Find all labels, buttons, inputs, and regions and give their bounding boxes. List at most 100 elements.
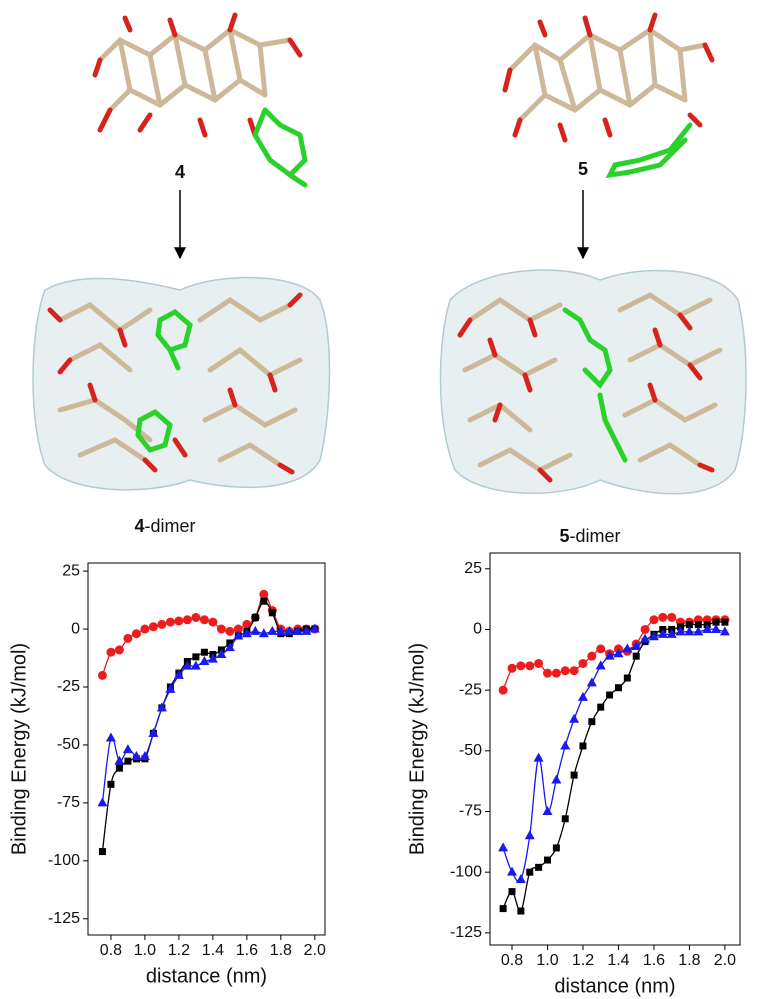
point xyxy=(182,615,192,625)
point xyxy=(586,677,597,687)
chart: -125 -100 -75 -50 -25 0 25 0.8 1.0 1.2 1.4 1.6 1.8 2.… xyxy=(406,552,741,997)
y-tick-label: -25 xyxy=(57,678,80,695)
point xyxy=(292,625,303,635)
point xyxy=(284,625,295,635)
y-tick-label: 0 xyxy=(71,620,80,637)
point xyxy=(268,609,276,617)
point xyxy=(623,674,631,682)
point xyxy=(191,612,201,622)
point xyxy=(499,905,507,913)
point xyxy=(525,661,535,671)
point xyxy=(631,640,642,650)
point xyxy=(595,660,606,670)
x-tick-label: 1.2 xyxy=(572,952,594,969)
point xyxy=(587,651,597,661)
x-tick-label: 1.8 xyxy=(678,952,700,969)
point xyxy=(534,658,544,668)
point xyxy=(250,625,261,635)
point xyxy=(260,597,268,605)
y-tick-label: 25 xyxy=(62,562,80,579)
point xyxy=(524,830,535,840)
x-tick-label: 1.2 xyxy=(168,942,190,959)
point xyxy=(640,624,650,634)
point xyxy=(533,752,544,762)
x-tick-label: 1.6 xyxy=(236,942,258,959)
molecule-label: 5 xyxy=(578,159,588,179)
point xyxy=(207,653,218,663)
y-axis-label: Binding Energy (kJ/mol) xyxy=(406,643,428,855)
series-line xyxy=(101,600,315,852)
point xyxy=(224,642,235,652)
point xyxy=(131,629,141,639)
point xyxy=(640,633,651,643)
x-axis-label: distance (nm) xyxy=(554,975,675,997)
dimer-label: 4-dimer xyxy=(134,516,195,536)
point xyxy=(173,669,184,679)
dimer-4 xyxy=(32,276,331,491)
point xyxy=(97,670,107,680)
point xyxy=(666,628,677,638)
point xyxy=(157,619,167,629)
point xyxy=(106,647,116,657)
chart: -125 -100 -75 -50 -25 0 25 0.8 1.0 1.2 1.4 1.6 1.8 2.… xyxy=(8,562,326,987)
point xyxy=(577,691,588,701)
point xyxy=(684,626,695,636)
point xyxy=(131,751,142,761)
point xyxy=(148,727,159,737)
point xyxy=(98,848,106,856)
point xyxy=(216,649,227,659)
x-tick-label: 0.8 xyxy=(501,952,523,969)
x-tick-label: 0.8 xyxy=(100,942,122,959)
x-tick-label: 1.4 xyxy=(202,942,224,959)
point xyxy=(702,623,713,633)
point xyxy=(658,612,668,622)
point xyxy=(216,624,226,634)
point xyxy=(579,742,587,750)
x-tick-label: 1.4 xyxy=(607,952,629,969)
point xyxy=(309,623,320,633)
point xyxy=(139,751,150,761)
point xyxy=(561,815,569,823)
point xyxy=(259,589,269,599)
point xyxy=(498,685,508,695)
x-axis-label: distance (nm) xyxy=(146,965,267,987)
point xyxy=(712,618,720,626)
x-tick-label: 1.6 xyxy=(643,952,665,969)
point xyxy=(114,755,125,765)
dimer-label-bold: 5 xyxy=(559,526,569,546)
dimer-label-text: -dimer xyxy=(145,516,196,536)
point xyxy=(233,630,244,640)
point xyxy=(208,617,218,627)
point xyxy=(542,668,552,678)
x-tick-label: 2.0 xyxy=(304,942,326,959)
point xyxy=(105,732,116,742)
y-tick-label: -50 xyxy=(459,742,482,759)
point xyxy=(498,842,509,852)
point xyxy=(552,844,560,852)
point xyxy=(648,631,659,641)
point xyxy=(267,625,278,635)
point xyxy=(516,661,526,671)
y-axis-label: Binding Energy (kJ/mol) xyxy=(8,643,30,855)
point xyxy=(515,873,526,883)
point xyxy=(596,644,606,654)
point xyxy=(597,703,605,711)
point xyxy=(721,618,729,626)
point xyxy=(570,771,578,779)
point xyxy=(693,626,704,636)
point xyxy=(560,666,570,676)
series-line xyxy=(101,628,315,803)
dimer-label-bold: 4 xyxy=(134,516,144,536)
point xyxy=(508,888,516,896)
point xyxy=(649,615,659,625)
point xyxy=(604,650,615,660)
point xyxy=(578,658,588,668)
point xyxy=(543,856,551,864)
point xyxy=(711,623,722,633)
point xyxy=(507,663,517,673)
plot-frame xyxy=(87,562,326,936)
point xyxy=(190,660,201,670)
point xyxy=(156,702,167,712)
y-tick-label: 25 xyxy=(464,560,482,577)
